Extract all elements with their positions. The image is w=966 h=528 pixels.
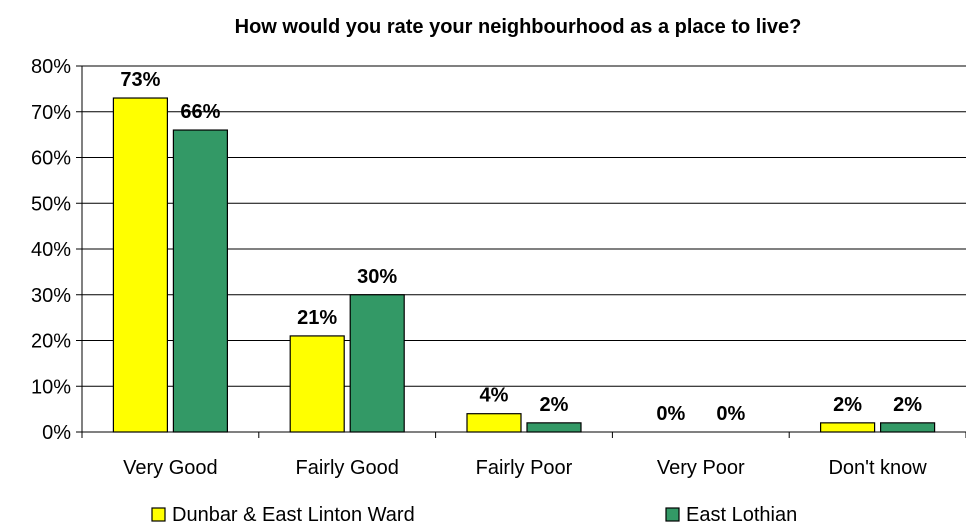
legend-label: Dunbar & East Linton Ward	[172, 504, 415, 526]
data-label: 0%	[656, 403, 685, 425]
data-label: 73%	[120, 69, 160, 91]
data-label: 4%	[480, 385, 509, 407]
legend-swatch	[665, 507, 680, 522]
x-tick-label: Fairly Good	[296, 457, 399, 479]
y-tick-label: 30%	[31, 285, 71, 307]
bar	[879, 422, 936, 433]
y-tick-label: 40%	[31, 239, 71, 261]
y-tick-label: 20%	[31, 331, 71, 353]
legend: Dunbar & East Linton Ward East Lothian	[151, 504, 797, 526]
bar	[466, 413, 522, 433]
chart-title: How would you rate your neighbourhood as…	[235, 16, 802, 38]
data-label: 66%	[180, 101, 220, 123]
data-label: 2%	[540, 394, 569, 416]
x-tick-label: Don't know	[828, 457, 927, 479]
bar	[289, 335, 345, 433]
x-tick-label: Fairly Poor	[476, 457, 573, 479]
bar	[819, 422, 876, 433]
legend-swatch	[151, 507, 166, 522]
x-tick-label: Very Good	[123, 457, 218, 479]
data-label: 0%	[716, 403, 745, 425]
y-tick-label: 0%	[42, 422, 71, 444]
y-tick-label: 50%	[31, 193, 71, 215]
legend-label: East Lothian	[686, 504, 797, 526]
axes: 0% 10% 20% 30% 40% 50% 60% 70% 80% Very Good Fairl…	[31, 56, 966, 479]
y-tick-label: 60%	[31, 148, 71, 170]
bar	[172, 129, 228, 433]
y-tick-label: 10%	[31, 376, 71, 398]
x-tick-label: Very Poor	[657, 457, 745, 479]
bar	[526, 422, 582, 433]
data-label: 30%	[357, 266, 397, 288]
bar	[349, 294, 405, 433]
bars	[112, 97, 936, 433]
gridlines	[82, 65, 966, 387]
data-labels: 73% 66% 21% 30% 4% 2% 0% 0% 2% 2%	[120, 69, 922, 425]
y-tick-label: 70%	[31, 102, 71, 124]
data-label: 2%	[833, 394, 862, 416]
data-label: 2%	[893, 394, 922, 416]
y-tick-label: 80%	[31, 56, 71, 78]
bar	[112, 97, 169, 433]
data-label: 21%	[297, 307, 337, 329]
